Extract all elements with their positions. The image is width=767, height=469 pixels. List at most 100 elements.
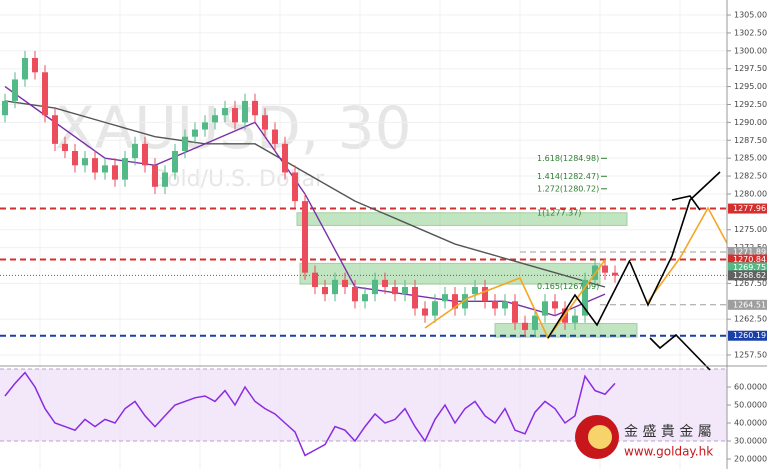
candle-body (402, 286, 408, 295)
candle-body (142, 143, 148, 166)
black-projection (629, 171, 721, 307)
y-tick-label: 1292.50 (734, 100, 767, 109)
candle (202, 115, 208, 137)
y-tick-label: 1267.50 (734, 279, 767, 288)
candle (42, 65, 48, 123)
price-tag-label: 1270.84 (733, 255, 766, 264)
candle (252, 93, 258, 123)
candle-body (152, 165, 158, 187)
fib-label: 1.272(1280.72) (537, 184, 599, 193)
candle (422, 301, 428, 323)
candle-body (602, 265, 608, 273)
candle-body (462, 294, 468, 309)
black-projection-2 (671, 195, 701, 211)
candle-body (122, 158, 128, 180)
candle-body (192, 129, 198, 137)
candle (382, 272, 388, 295)
candle (412, 279, 418, 316)
candle-body (222, 108, 228, 116)
y-tick-label: 1295.00 (734, 82, 767, 91)
candle-body (552, 301, 558, 309)
orange-path (424, 259, 606, 340)
rsi-tick-label: 40.0000 (734, 418, 767, 427)
candle (82, 151, 88, 173)
candle (442, 286, 448, 309)
candle (552, 294, 558, 316)
candle-body (32, 57, 38, 73)
rsi-line (4, 371, 616, 457)
candle (402, 279, 408, 302)
price-tag-label: 1271.89 (733, 247, 766, 256)
candle-body (272, 129, 278, 144)
candle (602, 258, 608, 280)
candle (352, 279, 358, 309)
candle-body (52, 115, 58, 144)
candle (522, 315, 528, 338)
candle-body (162, 172, 168, 187)
candle-body (432, 301, 438, 316)
zone (494, 322, 638, 338)
candle (152, 158, 158, 194)
candle (472, 279, 478, 302)
y-tick-label: 1290.00 (734, 118, 767, 127)
candle (192, 122, 198, 144)
candle (102, 158, 108, 180)
candle-body (292, 172, 298, 202)
candle-body (212, 115, 218, 123)
price-tag-label: 1268.62 (733, 271, 766, 280)
candle (122, 151, 128, 187)
candle-body (232, 108, 238, 123)
candle-body (2, 100, 8, 116)
candle-body (352, 286, 358, 302)
candle (312, 265, 318, 295)
candle-body (182, 136, 188, 152)
candle (52, 108, 58, 152)
candle-body (572, 315, 578, 323)
candle-body (172, 151, 178, 173)
candle-body (532, 315, 538, 330)
black-projection-down (649, 333, 711, 371)
price-tag (728, 270, 767, 281)
orange-projection (646, 206, 729, 304)
fib-label: 1.618(1284.98) (537, 154, 599, 163)
y-tick-label: 1302.50 (734, 28, 767, 37)
projection-drawings (424, 171, 729, 371)
candle (322, 279, 328, 302)
price-tag (728, 246, 767, 257)
y-tick-label: 1305.00 (734, 11, 767, 20)
price-tag-label: 1277.96 (733, 204, 766, 213)
candle (392, 279, 398, 302)
price-tag-label: 1269.75 (733, 263, 766, 272)
logo-inner (588, 425, 612, 449)
candle (182, 129, 188, 159)
candle-body (102, 165, 108, 173)
candle-body (342, 279, 348, 287)
zone (296, 212, 628, 226)
candle (272, 122, 278, 152)
fib-label: 1.414(1282.47) (537, 172, 599, 181)
candle-body (612, 272, 618, 276)
price-tag-label: 1264.51 (733, 300, 766, 309)
candle (212, 108, 218, 130)
candle (172, 143, 178, 180)
candle-body (312, 272, 318, 287)
brand-url: www.golday.hk (624, 445, 713, 459)
candle (162, 165, 168, 194)
rsi-tick-label: 20.0000 (734, 454, 767, 463)
candle (292, 165, 298, 209)
candle (72, 143, 78, 173)
axis-background (727, 0, 767, 469)
candle (512, 294, 518, 330)
candle (262, 108, 268, 137)
rsi-tick-label: 30.0000 (734, 436, 767, 445)
candle-body (482, 286, 488, 302)
candle (32, 50, 38, 80)
price-tag (728, 262, 767, 273)
candle-body (362, 294, 368, 302)
price-axis: 1305.00 1302.50 1300.00 1297.50 1295.00 1292.… (727, 11, 767, 463)
candle-body (112, 165, 118, 180)
candle-body (472, 286, 478, 295)
candle-body (442, 294, 448, 302)
candle-body (512, 301, 518, 323)
